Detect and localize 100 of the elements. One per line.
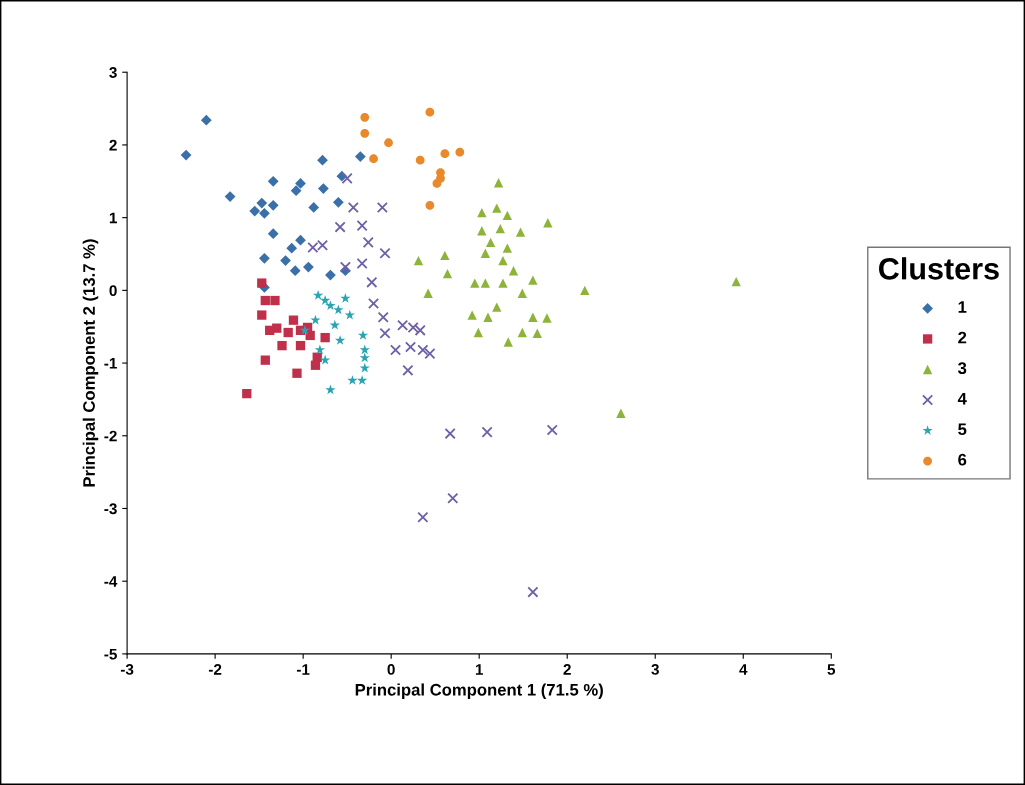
point bbox=[425, 107, 435, 117]
point bbox=[379, 247, 391, 259]
point bbox=[339, 261, 351, 273]
y-tick-label: 0 bbox=[109, 285, 117, 297]
point bbox=[325, 300, 336, 310]
point bbox=[442, 268, 453, 279]
point bbox=[384, 138, 393, 148]
point bbox=[528, 312, 538, 322]
point bbox=[444, 428, 456, 440]
point bbox=[580, 285, 590, 296]
point bbox=[320, 354, 331, 365]
point bbox=[731, 276, 741, 287]
point bbox=[200, 114, 212, 126]
point bbox=[267, 199, 279, 211]
point bbox=[470, 278, 480, 288]
point bbox=[334, 221, 346, 233]
point bbox=[260, 295, 270, 306]
point bbox=[325, 384, 336, 395]
point bbox=[256, 197, 268, 209]
legend-label: 6 bbox=[958, 453, 967, 466]
point bbox=[527, 586, 539, 598]
point bbox=[357, 330, 369, 340]
x-tick-label: 4 bbox=[739, 664, 748, 675]
point bbox=[356, 257, 368, 270]
point bbox=[542, 313, 552, 323]
point bbox=[180, 149, 192, 161]
point bbox=[347, 375, 358, 385]
point bbox=[344, 309, 355, 320]
point bbox=[359, 344, 370, 355]
point bbox=[528, 275, 538, 285]
point bbox=[249, 205, 261, 217]
point bbox=[517, 327, 527, 338]
point bbox=[329, 319, 340, 330]
point bbox=[502, 243, 513, 253]
point bbox=[417, 344, 429, 356]
point bbox=[347, 201, 359, 214]
y-tick-label: 3 bbox=[109, 67, 117, 78]
point bbox=[498, 255, 508, 266]
point bbox=[354, 151, 366, 162]
point bbox=[432, 179, 442, 188]
point bbox=[224, 191, 236, 202]
x-tick-label: -2 bbox=[208, 664, 222, 675]
point bbox=[359, 362, 370, 373]
point bbox=[289, 265, 301, 277]
x-tick-label: -1 bbox=[296, 664, 310, 675]
x-tick-label: -3 bbox=[120, 664, 134, 675]
point bbox=[379, 327, 391, 339]
point bbox=[303, 261, 314, 273]
y-tick-label: -2 bbox=[104, 430, 117, 442]
point bbox=[283, 327, 293, 338]
x-tick-label: 1 bbox=[475, 664, 484, 675]
point bbox=[390, 344, 402, 356]
point bbox=[440, 149, 450, 159]
point bbox=[360, 128, 370, 138]
point bbox=[325, 269, 336, 281]
y-tick-label: -1 bbox=[104, 358, 117, 369]
x-tick-label: 2 bbox=[563, 664, 571, 675]
point bbox=[259, 252, 270, 264]
point bbox=[477, 226, 487, 236]
point bbox=[267, 175, 279, 187]
point bbox=[257, 310, 267, 320]
point bbox=[492, 302, 502, 312]
point bbox=[543, 218, 553, 228]
point bbox=[366, 276, 378, 288]
point bbox=[467, 310, 477, 320]
point bbox=[260, 355, 270, 365]
x-tick-label: 0 bbox=[387, 664, 395, 675]
point bbox=[477, 207, 487, 218]
point bbox=[503, 337, 513, 347]
point bbox=[308, 202, 320, 213]
point bbox=[318, 183, 329, 194]
point bbox=[495, 223, 505, 234]
point bbox=[485, 237, 496, 248]
legend-label: 1 bbox=[958, 301, 967, 313]
y-tick-label: 2 bbox=[109, 139, 117, 151]
point bbox=[616, 408, 626, 418]
point bbox=[377, 311, 389, 323]
point bbox=[492, 203, 502, 213]
point bbox=[367, 297, 380, 310]
point bbox=[320, 332, 330, 343]
point bbox=[481, 426, 493, 438]
legend-label: 5 bbox=[958, 423, 967, 436]
point bbox=[376, 201, 388, 214]
point bbox=[455, 147, 465, 157]
y-tick-label: -3 bbox=[104, 503, 117, 515]
point bbox=[332, 196, 344, 208]
point bbox=[257, 278, 267, 288]
point bbox=[357, 375, 368, 385]
point bbox=[335, 335, 346, 345]
legend-label: 3 bbox=[957, 362, 967, 375]
y-tick-label: 1 bbox=[109, 212, 117, 224]
legend-label: 4 bbox=[957, 392, 967, 405]
point bbox=[320, 295, 331, 305]
point bbox=[508, 266, 519, 276]
point bbox=[515, 227, 526, 237]
point bbox=[362, 236, 374, 248]
point bbox=[310, 360, 321, 370]
point bbox=[295, 234, 306, 246]
point bbox=[493, 178, 504, 188]
point bbox=[341, 172, 353, 184]
